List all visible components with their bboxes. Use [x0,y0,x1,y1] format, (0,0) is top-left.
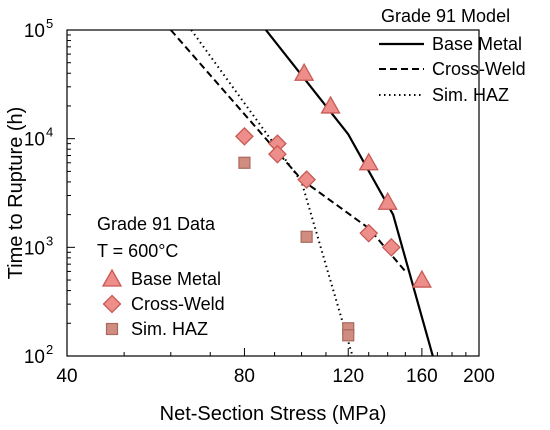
y-tick-exponent: 4 [46,125,53,140]
plot-frame [66,29,480,357]
data-legend-markers [101,268,123,336]
point-cross-weld [235,126,254,146]
data-legend: Grade 91 Data T = 600°C Base Metal Cross… [97,214,225,339]
x-tick-label: 200 [463,366,495,387]
x-tick-label: 120 [332,366,364,387]
x-tick-label: 80 [234,366,255,387]
model-line-base-metal [265,30,434,356]
legend-marker-cross-weld [102,294,122,314]
point-sim-haz [342,329,355,342]
x-axis-title: Net-Section Stress (MPa) [160,403,387,425]
legend-marker-base-metal [101,268,123,287]
data-legend-label-sim-haz: Sim. HAZ [131,319,208,339]
y-tick-label: 10 [24,238,45,259]
model-legend-label-base-metal: Base Metal [432,34,522,54]
x-tick-label: 160 [406,366,438,387]
model-legend-title: Grade 91 Model [381,6,510,26]
point-base-metal [293,62,315,81]
model-legend: Grade 91 Model Base Metal Cross-Weld Sim… [379,6,526,105]
point-cross-weld [267,144,287,164]
model-legend-label-cross-weld: Cross-Weld [432,59,526,79]
point-base-metal [377,191,398,210]
y-tick-exponent: 2 [46,342,53,357]
data-legend-label-cross-weld: Cross-Weld [131,294,225,314]
data-legend-subtitle: T = 600°C [97,241,178,261]
legend-marker-sim-haz [105,322,119,336]
point-base-metal [320,95,341,114]
point-cross-weld [297,170,317,190]
point-base-metal [358,152,379,171]
point-base-metal [411,269,432,288]
y-tick-label: 10 [24,21,45,42]
x-tick-label: 40 [56,366,77,387]
y-tick-exponent: 5 [46,16,53,31]
y-tick-label: 10 [24,130,45,151]
data-legend-label-base-metal: Base Metal [131,269,221,289]
y-axis-title: Time to Rupture (h) [5,107,27,280]
point-sim-haz [300,230,313,243]
point-sim-haz [238,156,251,169]
x-axis: 40 80 120 160 200 [56,348,495,387]
y-tick-label: 10 [24,347,45,368]
data-markers [235,62,432,342]
model-legend-label-sim-haz: Sim. HAZ [432,85,509,105]
data-legend-title: Grade 91 Data [97,214,216,234]
point-cross-weld [359,223,379,243]
y-tick-exponent: 3 [46,233,53,248]
point-cross-weld [381,237,401,257]
